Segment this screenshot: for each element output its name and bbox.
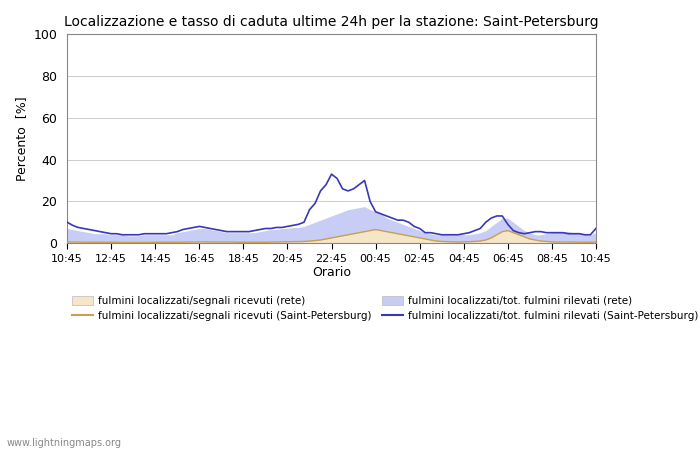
Y-axis label: Percento  [%]: Percento [%] xyxy=(15,96,28,181)
X-axis label: Orario: Orario xyxy=(312,266,351,279)
Text: www.lightningmaps.org: www.lightningmaps.org xyxy=(7,438,122,448)
Legend: fulmini localizzati/segnali ricevuti (rete), fulmini localizzati/segnali ricevut: fulmini localizzati/segnali ricevuti (re… xyxy=(72,296,699,321)
Title: Localizzazione e tasso di caduta ultime 24h per la stazione: Saint-Petersburg: Localizzazione e tasso di caduta ultime … xyxy=(64,15,598,29)
